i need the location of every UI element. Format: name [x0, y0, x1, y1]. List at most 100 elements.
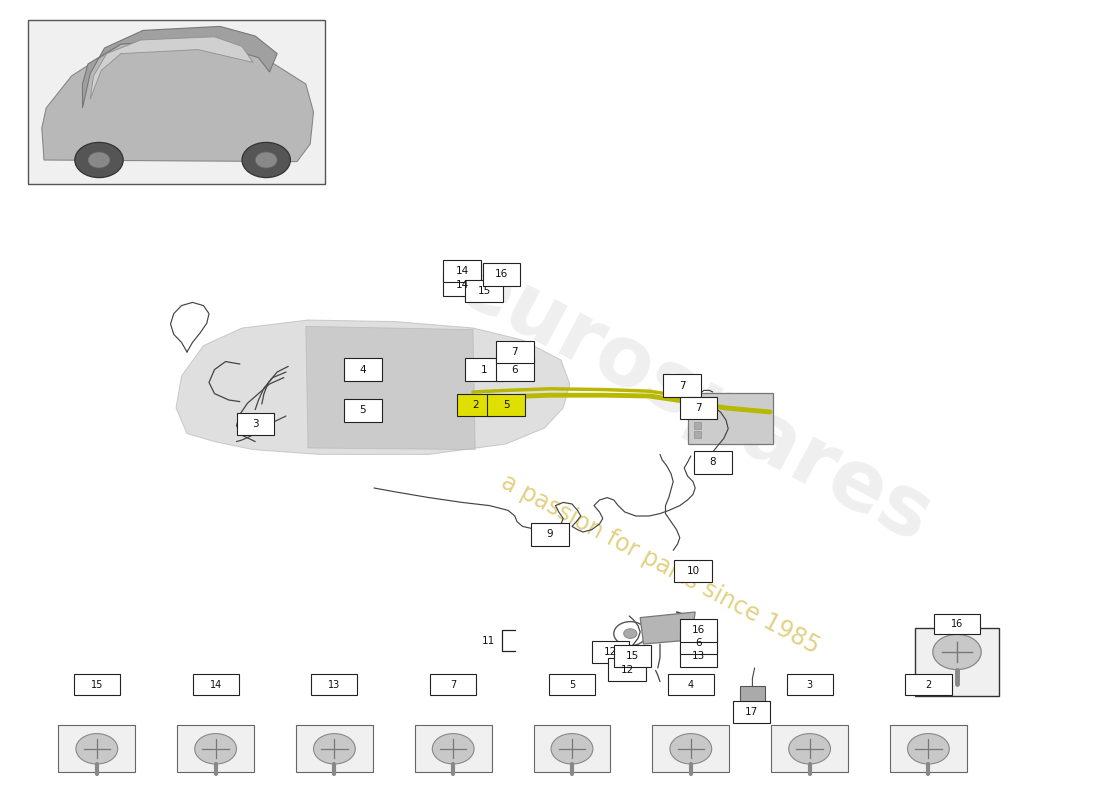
Text: 13: 13	[692, 651, 705, 661]
Text: 4: 4	[688, 680, 694, 690]
Text: 14: 14	[455, 266, 469, 276]
Text: 8: 8	[710, 458, 716, 467]
Text: 10: 10	[686, 566, 700, 576]
Text: 12: 12	[604, 647, 617, 657]
FancyBboxPatch shape	[28, 20, 324, 184]
Circle shape	[908, 734, 949, 764]
FancyBboxPatch shape	[456, 394, 494, 416]
Text: 9: 9	[547, 530, 553, 539]
FancyBboxPatch shape	[58, 726, 135, 772]
Circle shape	[242, 142, 290, 178]
FancyBboxPatch shape	[483, 263, 520, 286]
FancyBboxPatch shape	[771, 726, 848, 772]
FancyBboxPatch shape	[652, 726, 729, 772]
Circle shape	[789, 734, 830, 764]
Text: eurospares: eurospares	[441, 240, 945, 560]
FancyBboxPatch shape	[443, 274, 481, 296]
FancyBboxPatch shape	[549, 674, 595, 695]
FancyBboxPatch shape	[487, 394, 525, 416]
Circle shape	[195, 734, 236, 764]
Text: 16: 16	[692, 626, 705, 635]
FancyBboxPatch shape	[465, 280, 503, 302]
Circle shape	[88, 152, 110, 168]
Text: 7: 7	[679, 381, 685, 390]
FancyBboxPatch shape	[496, 358, 534, 381]
Text: 13: 13	[328, 680, 341, 690]
Polygon shape	[82, 26, 277, 108]
FancyBboxPatch shape	[694, 422, 701, 429]
Polygon shape	[90, 37, 253, 99]
Circle shape	[432, 734, 474, 764]
FancyBboxPatch shape	[905, 674, 952, 695]
FancyBboxPatch shape	[531, 523, 569, 546]
FancyBboxPatch shape	[311, 674, 358, 695]
FancyBboxPatch shape	[177, 726, 254, 772]
FancyBboxPatch shape	[694, 451, 732, 474]
Text: 11: 11	[482, 636, 495, 646]
Text: 1: 1	[481, 365, 487, 374]
Text: 7: 7	[512, 347, 518, 357]
Text: 2: 2	[472, 400, 478, 410]
FancyBboxPatch shape	[663, 374, 701, 397]
FancyBboxPatch shape	[668, 674, 714, 695]
Circle shape	[75, 142, 123, 178]
FancyBboxPatch shape	[344, 399, 382, 422]
FancyBboxPatch shape	[296, 726, 373, 772]
Text: 14: 14	[455, 280, 469, 290]
FancyBboxPatch shape	[534, 726, 611, 772]
FancyBboxPatch shape	[680, 619, 717, 642]
Text: 6: 6	[512, 365, 518, 374]
FancyBboxPatch shape	[786, 674, 833, 695]
FancyBboxPatch shape	[614, 645, 651, 667]
Circle shape	[255, 152, 277, 168]
Text: 15: 15	[90, 680, 103, 690]
FancyBboxPatch shape	[680, 632, 717, 654]
FancyBboxPatch shape	[680, 645, 717, 667]
Text: 15: 15	[477, 286, 491, 296]
Circle shape	[624, 629, 637, 638]
FancyBboxPatch shape	[608, 658, 646, 681]
FancyBboxPatch shape	[430, 674, 476, 695]
FancyBboxPatch shape	[688, 393, 773, 444]
Text: 7: 7	[450, 680, 456, 690]
Text: 12: 12	[620, 665, 634, 674]
Text: 2: 2	[925, 680, 932, 690]
Text: a passion for parts since 1985: a passion for parts since 1985	[497, 470, 823, 658]
Circle shape	[76, 734, 118, 764]
FancyBboxPatch shape	[733, 701, 770, 723]
Circle shape	[551, 734, 593, 764]
Text: 3: 3	[252, 419, 258, 429]
FancyBboxPatch shape	[740, 686, 764, 706]
FancyBboxPatch shape	[465, 358, 503, 381]
FancyBboxPatch shape	[674, 560, 712, 582]
Text: 5: 5	[569, 680, 575, 690]
FancyBboxPatch shape	[496, 341, 534, 363]
Circle shape	[670, 734, 712, 764]
Polygon shape	[42, 40, 314, 162]
FancyBboxPatch shape	[192, 674, 239, 695]
FancyBboxPatch shape	[592, 641, 629, 663]
Text: 5: 5	[503, 400, 509, 410]
FancyBboxPatch shape	[694, 412, 701, 419]
Polygon shape	[306, 326, 475, 450]
FancyBboxPatch shape	[236, 413, 274, 435]
Text: 16: 16	[950, 619, 964, 629]
Text: 3: 3	[806, 680, 813, 690]
Text: 6: 6	[695, 638, 702, 648]
Text: 4: 4	[360, 365, 366, 374]
Text: 15: 15	[626, 651, 639, 661]
Circle shape	[314, 734, 355, 764]
Text: 14: 14	[209, 680, 222, 690]
FancyBboxPatch shape	[415, 726, 492, 772]
Polygon shape	[640, 612, 695, 644]
FancyBboxPatch shape	[915, 628, 999, 696]
FancyBboxPatch shape	[934, 614, 980, 634]
FancyBboxPatch shape	[694, 431, 701, 438]
Circle shape	[933, 634, 981, 670]
Polygon shape	[176, 320, 570, 454]
Text: 7: 7	[695, 403, 702, 413]
FancyBboxPatch shape	[680, 397, 717, 419]
FancyBboxPatch shape	[344, 358, 382, 381]
FancyBboxPatch shape	[890, 726, 967, 772]
FancyBboxPatch shape	[74, 674, 120, 695]
